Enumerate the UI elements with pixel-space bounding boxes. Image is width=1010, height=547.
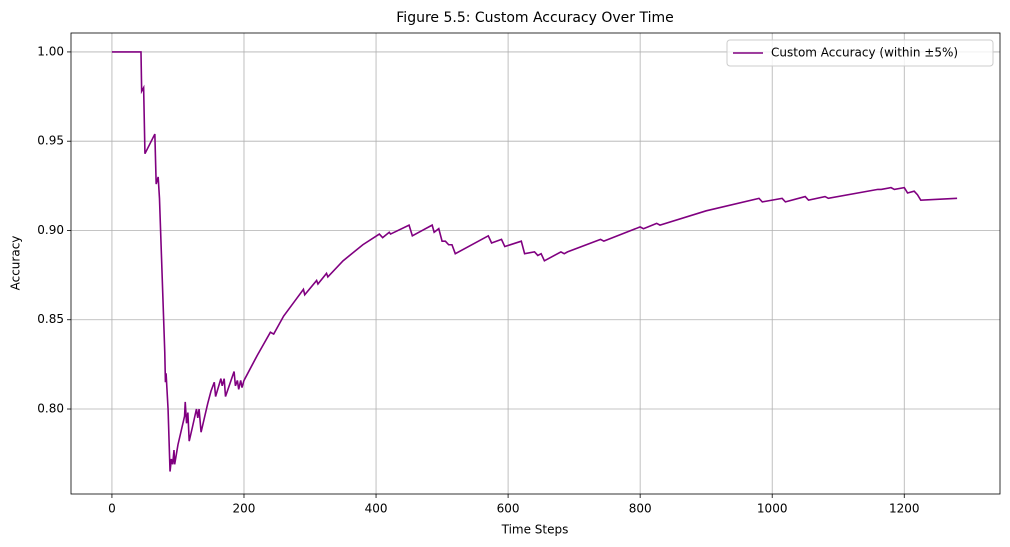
y-tick-label: 0.85 <box>37 312 64 326</box>
plot-frame <box>70 32 1001 495</box>
legend-box <box>726 39 994 67</box>
y-tick-label: 0.90 <box>37 223 64 237</box>
y-axis-label: Accuracy <box>9 236 23 291</box>
legend-label: Custom Accuracy (within ±5%) <box>771 46 958 60</box>
x-tick-label: 1200 <box>889 502 920 516</box>
x-tick-label: 200 <box>233 502 256 516</box>
data-line <box>111 51 958 472</box>
x-tick-label: 0 <box>108 502 116 516</box>
x-axis-label: Time Steps <box>501 523 569 537</box>
x-tick-label: 800 <box>629 502 652 516</box>
y-tick-label: 0.80 <box>37 402 64 416</box>
x-tick-label: 1000 <box>757 502 788 516</box>
y-tick-label: 1.00 <box>37 44 64 58</box>
x-tick-label: 600 <box>497 502 520 516</box>
x-tick-label: 400 <box>365 502 388 516</box>
y-tick-label: 0.95 <box>37 134 64 148</box>
chart-title: Figure 5.5: Custom Accuracy Over Time <box>396 10 673 26</box>
